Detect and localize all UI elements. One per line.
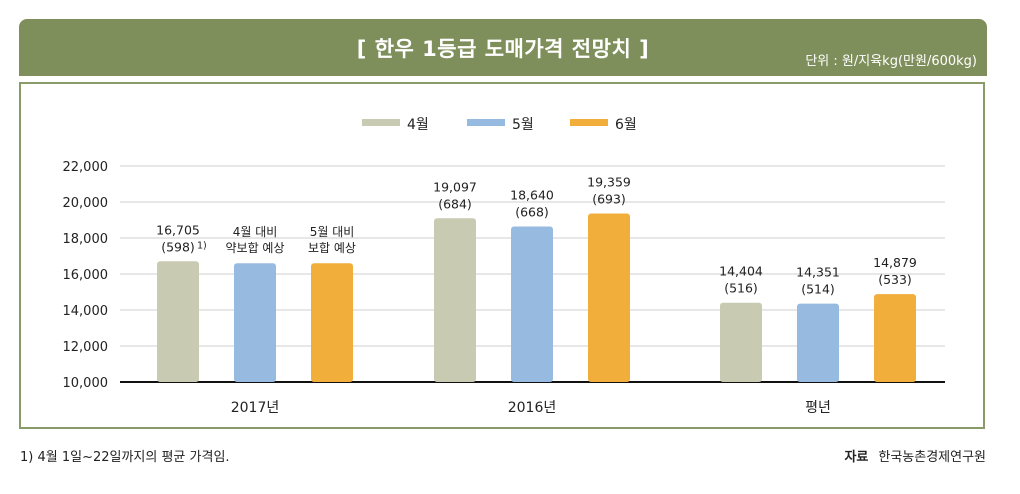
data-sublabel: (516) — [724, 281, 758, 296]
bar — [588, 213, 630, 382]
x-category-label: 2017년 — [231, 400, 280, 416]
legend-label: 4월 — [407, 117, 429, 133]
y-tick-label: 10,000 — [63, 376, 109, 391]
data-label: 14,404 — [719, 264, 763, 279]
data-label: 16,705 — [156, 222, 200, 237]
legend-label: 6월 — [615, 117, 637, 133]
y-tick-label: 20,000 — [63, 196, 109, 211]
source-label: 자료 — [844, 450, 869, 465]
data-sublabel: (598) — [161, 239, 195, 254]
y-tick-label: 14,000 — [63, 304, 109, 319]
chart-frame — [19, 82, 985, 429]
legend-swatch — [467, 119, 505, 126]
source-value: 한국농촌경제연구원 — [878, 450, 986, 465]
legend-label: 5월 — [512, 117, 534, 133]
x-category-label: 2016년 — [508, 400, 557, 416]
footnote-marker: 1) — [197, 240, 207, 251]
data-sublabel: (668) — [515, 204, 549, 219]
chart-header: [ 한우 1등급 도매가격 전망치 ] 단위 : 원/지육kg(만원/600kg… — [19, 19, 987, 76]
data-label: 14,879 — [873, 255, 917, 270]
data-sublabel: (514) — [801, 282, 835, 297]
data-label: 19,097 — [433, 179, 477, 194]
bar — [234, 263, 276, 382]
y-tick-label: 18,000 — [63, 232, 109, 247]
bar-annotation: 5월 대비 — [310, 225, 355, 239]
bar — [511, 226, 553, 382]
data-label: 19,359 — [587, 175, 631, 190]
data-sublabel: (693) — [592, 192, 626, 207]
bar — [311, 263, 353, 382]
data-sublabel: (684) — [438, 196, 472, 211]
bar — [874, 294, 916, 382]
data-label: 18,640 — [510, 187, 554, 202]
legend-swatch — [570, 119, 608, 126]
bar-annotation: 약보합 예상 — [225, 240, 284, 255]
y-tick-label: 12,000 — [63, 340, 109, 355]
unit-label: 단위 : 원/지육kg(만원/600kg) — [805, 54, 977, 69]
data-sublabel: (533) — [878, 272, 912, 287]
legend-swatch — [362, 119, 400, 126]
y-tick-label: 22,000 — [63, 160, 109, 175]
bar — [720, 302, 762, 382]
chart-title: [ 한우 1등급 도매가격 전망치 ] — [356, 37, 650, 61]
bar — [797, 303, 839, 382]
source-credit: 자료 한국농촌경제연구원 — [844, 446, 986, 465]
y-tick-label: 16,000 — [63, 268, 109, 283]
bar — [434, 218, 476, 382]
bar-annotation: 4월 대비 — [233, 225, 278, 239]
bar — [157, 261, 199, 382]
x-category-label: 평년 — [805, 400, 831, 416]
data-label: 14,351 — [796, 265, 840, 280]
bar-annotation: 보합 예상 — [308, 241, 356, 255]
footnote: 1) 4월 1일~22일까지의 평균 가격임. — [20, 450, 230, 465]
